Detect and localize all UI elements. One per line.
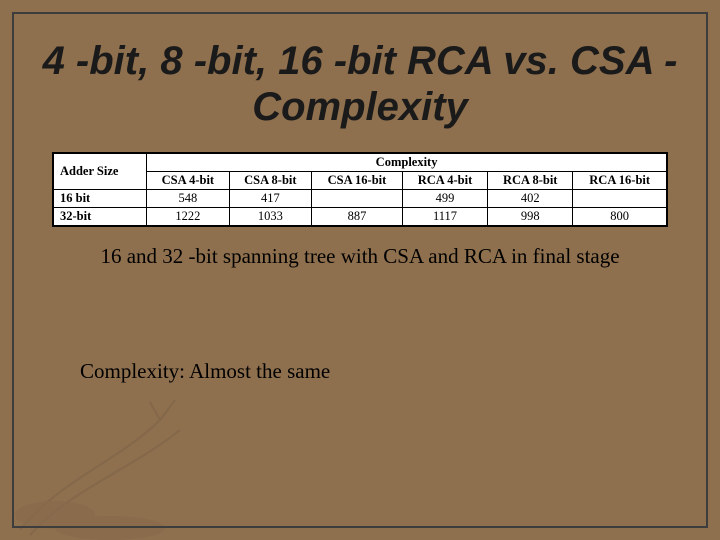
cell: 402: [488, 190, 573, 208]
col-rca-8: RCA 8-bit: [488, 172, 573, 190]
cell: 1117: [402, 208, 487, 226]
cell: 1033: [229, 208, 311, 226]
complexity-table: Adder Size Complexity CSA 4-bit CSA 8-bi…: [53, 153, 667, 226]
col-csa-8: CSA 8-bit: [229, 172, 311, 190]
slide-title: 4 -bit, 8 -bit, 16 -bit RCA vs. CSA - Co…: [40, 38, 680, 130]
table-row: 32-bit 1222 1033 887 1117 998 800: [54, 208, 667, 226]
cell: 548: [147, 190, 229, 208]
table-header-row-top: Adder Size Complexity: [54, 154, 667, 172]
cell: 998: [488, 208, 573, 226]
table-caption: 16 and 32 -bit spanning tree with CSA an…: [80, 243, 640, 269]
cell: 887: [312, 208, 403, 226]
cell: 417: [229, 190, 311, 208]
col-csa-4: CSA 4-bit: [147, 172, 229, 190]
cell: [312, 190, 403, 208]
complexity-table-container: Adder Size Complexity CSA 4-bit CSA 8-bi…: [52, 152, 668, 227]
table-header-top: Complexity: [147, 154, 667, 172]
cell: 800: [573, 208, 667, 226]
cell: 1222: [147, 208, 229, 226]
slide-content: 4 -bit, 8 -bit, 16 -bit RCA vs. CSA - Co…: [40, 28, 680, 512]
col-csa-16: CSA 16-bit: [312, 172, 403, 190]
cell: 499: [402, 190, 487, 208]
cell: [573, 190, 667, 208]
complexity-note: Complexity: Almost the same: [80, 359, 680, 384]
row-label: 32-bit: [54, 208, 147, 226]
col-rca-4: RCA 4-bit: [402, 172, 487, 190]
col-rca-16: RCA 16-bit: [573, 172, 667, 190]
row-header-title: Adder Size: [54, 154, 147, 190]
row-label: 16 bit: [54, 190, 147, 208]
table-row: 16 bit 548 417 499 402: [54, 190, 667, 208]
